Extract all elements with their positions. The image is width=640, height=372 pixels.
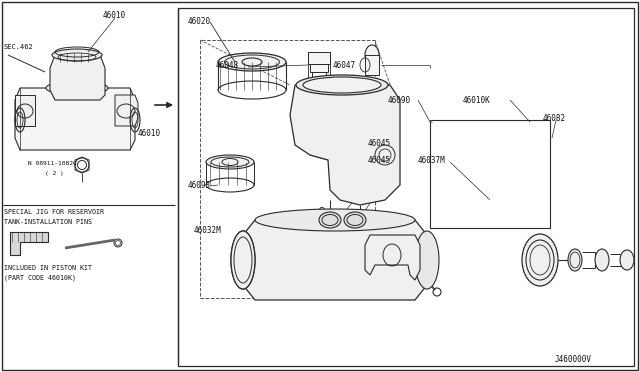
Polygon shape bbox=[290, 85, 400, 205]
Ellipse shape bbox=[568, 249, 582, 271]
Ellipse shape bbox=[415, 231, 439, 289]
Text: ( 2 ): ( 2 ) bbox=[45, 170, 64, 176]
Bar bbox=[365, 55, 379, 75]
Text: 46037M: 46037M bbox=[418, 155, 445, 164]
Ellipse shape bbox=[255, 209, 415, 231]
Bar bbox=[430, 120, 550, 228]
Bar bbox=[312, 72, 326, 78]
Text: SPECIAL JIG FOR RESERVOIR: SPECIAL JIG FOR RESERVOIR bbox=[4, 209, 104, 215]
Ellipse shape bbox=[319, 212, 341, 228]
Ellipse shape bbox=[303, 77, 381, 93]
Text: (PART CODE 46010K): (PART CODE 46010K) bbox=[4, 275, 76, 281]
Text: 46032M: 46032M bbox=[194, 225, 221, 234]
Polygon shape bbox=[15, 95, 35, 126]
Polygon shape bbox=[50, 55, 105, 100]
Text: SEC.462: SEC.462 bbox=[3, 44, 33, 50]
Polygon shape bbox=[15, 88, 135, 150]
Bar bbox=[200, 40, 375, 298]
Bar bbox=[308, 52, 330, 64]
Text: 46010: 46010 bbox=[103, 10, 126, 19]
Polygon shape bbox=[115, 95, 138, 126]
Text: 46045: 46045 bbox=[368, 138, 391, 148]
Text: 46093: 46093 bbox=[188, 180, 211, 189]
Ellipse shape bbox=[52, 49, 102, 61]
Polygon shape bbox=[365, 235, 420, 280]
Ellipse shape bbox=[206, 155, 254, 169]
Text: N 08911-1082G: N 08911-1082G bbox=[28, 160, 77, 166]
Ellipse shape bbox=[365, 45, 379, 65]
Text: J460000V: J460000V bbox=[555, 356, 592, 365]
Ellipse shape bbox=[620, 250, 634, 270]
Ellipse shape bbox=[218, 53, 286, 71]
Ellipse shape bbox=[46, 81, 108, 95]
Ellipse shape bbox=[344, 212, 366, 228]
Text: 46090: 46090 bbox=[388, 96, 411, 105]
Text: 46082: 46082 bbox=[543, 113, 566, 122]
Text: 46045: 46045 bbox=[368, 155, 391, 164]
Polygon shape bbox=[10, 232, 48, 255]
Bar bbox=[178, 8, 634, 366]
Polygon shape bbox=[243, 220, 427, 300]
Ellipse shape bbox=[296, 75, 388, 95]
Text: TANK-INSTALLATION PINS: TANK-INSTALLATION PINS bbox=[4, 219, 92, 225]
Text: 46047: 46047 bbox=[333, 61, 356, 70]
Text: 46048: 46048 bbox=[216, 61, 239, 70]
Ellipse shape bbox=[231, 231, 255, 289]
Text: 46010K: 46010K bbox=[463, 96, 491, 105]
Ellipse shape bbox=[522, 234, 558, 286]
Text: 46010: 46010 bbox=[138, 128, 161, 138]
Ellipse shape bbox=[231, 231, 255, 289]
Text: INCLUDED IN PISTON KIT: INCLUDED IN PISTON KIT bbox=[4, 265, 92, 271]
Text: 46020: 46020 bbox=[188, 16, 211, 26]
Ellipse shape bbox=[595, 249, 609, 271]
Bar bbox=[310, 64, 328, 72]
